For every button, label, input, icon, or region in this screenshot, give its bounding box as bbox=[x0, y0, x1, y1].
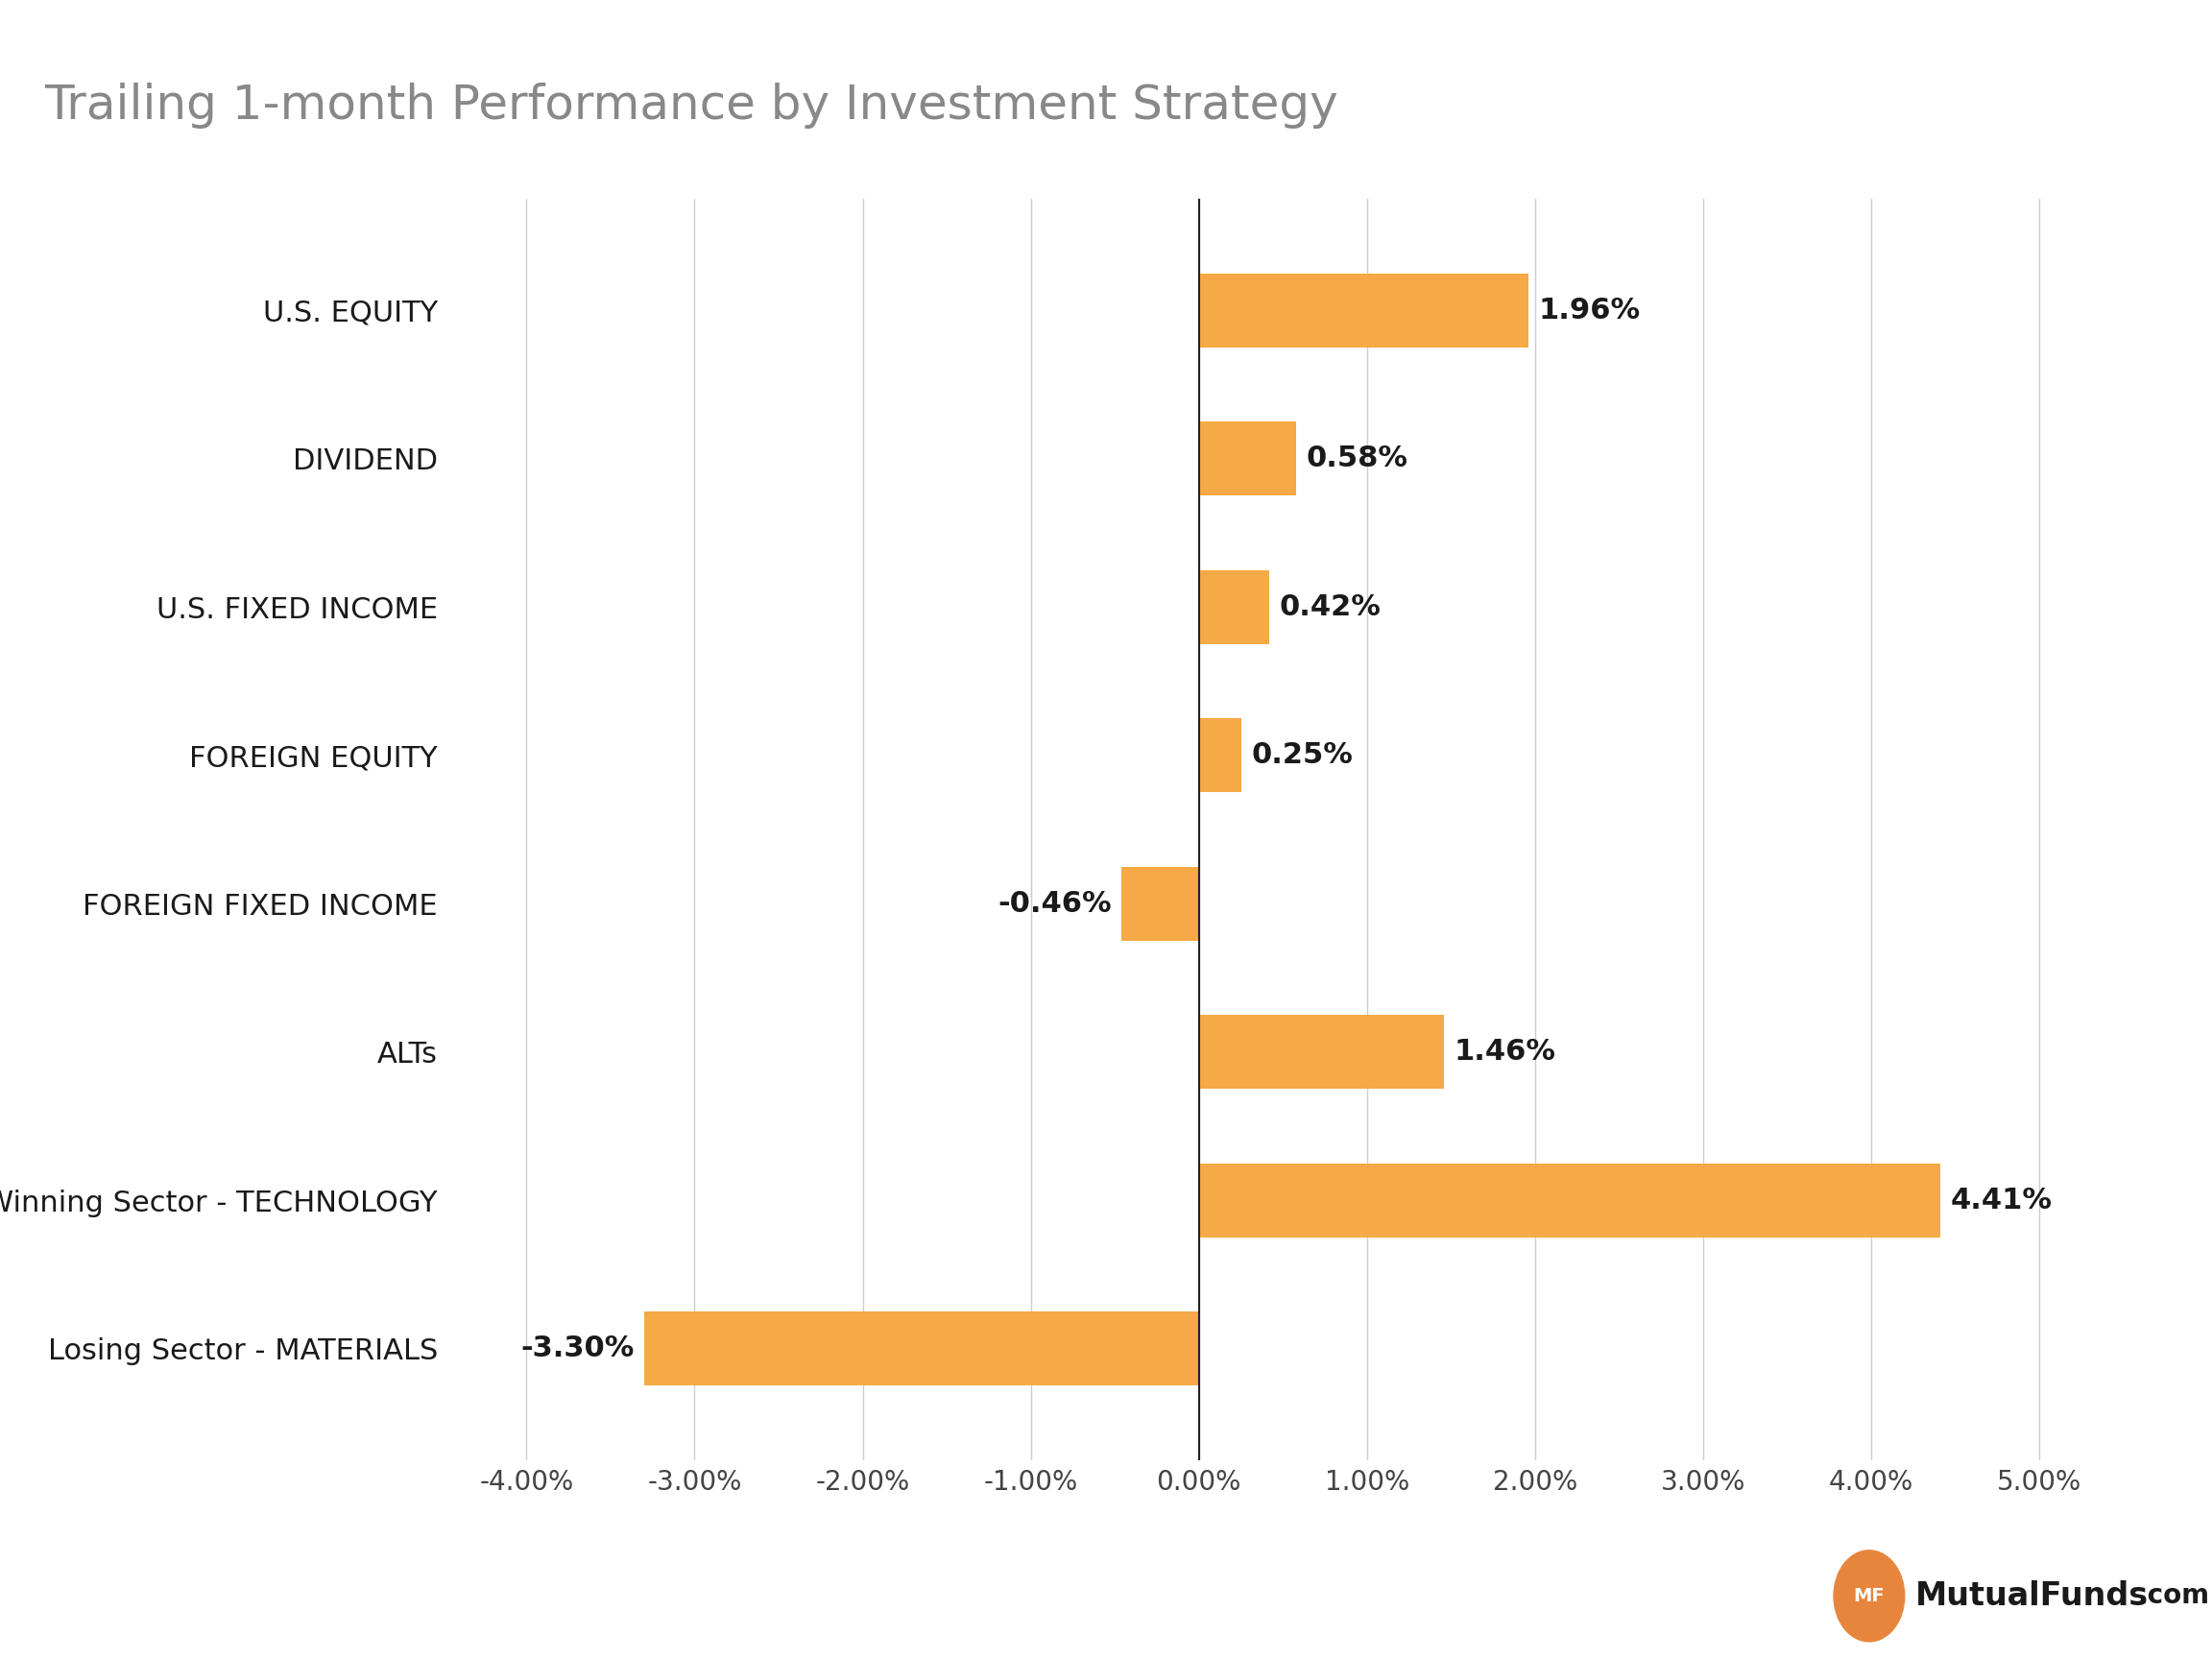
Bar bbox=[1199, 1163, 1940, 1238]
Text: MF: MF bbox=[1854, 1588, 1885, 1604]
Bar bbox=[1199, 1015, 1444, 1088]
Bar bbox=[1199, 421, 1296, 496]
Text: .com: .com bbox=[2137, 1583, 2210, 1609]
Bar bbox=[1199, 274, 1528, 347]
Text: 0.25%: 0.25% bbox=[1252, 742, 1354, 770]
Bar bbox=[1199, 571, 1270, 644]
Bar bbox=[644, 1312, 1199, 1385]
Text: 0.58%: 0.58% bbox=[1307, 445, 1409, 473]
Bar bbox=[1199, 718, 1241, 793]
Text: 1.96%: 1.96% bbox=[1540, 297, 1641, 324]
Text: Trailing 1-month Performance by Investment Strategy: Trailing 1-month Performance by Investme… bbox=[44, 83, 1338, 129]
Text: MutualFunds: MutualFunds bbox=[1916, 1579, 2150, 1613]
Text: 0.42%: 0.42% bbox=[1279, 592, 1380, 620]
Text: -3.30%: -3.30% bbox=[520, 1335, 635, 1362]
Text: -0.46%: -0.46% bbox=[998, 889, 1110, 917]
Text: 1.46%: 1.46% bbox=[1455, 1039, 1557, 1067]
Bar bbox=[1121, 866, 1199, 941]
Text: 4.41%: 4.41% bbox=[1951, 1186, 2053, 1214]
